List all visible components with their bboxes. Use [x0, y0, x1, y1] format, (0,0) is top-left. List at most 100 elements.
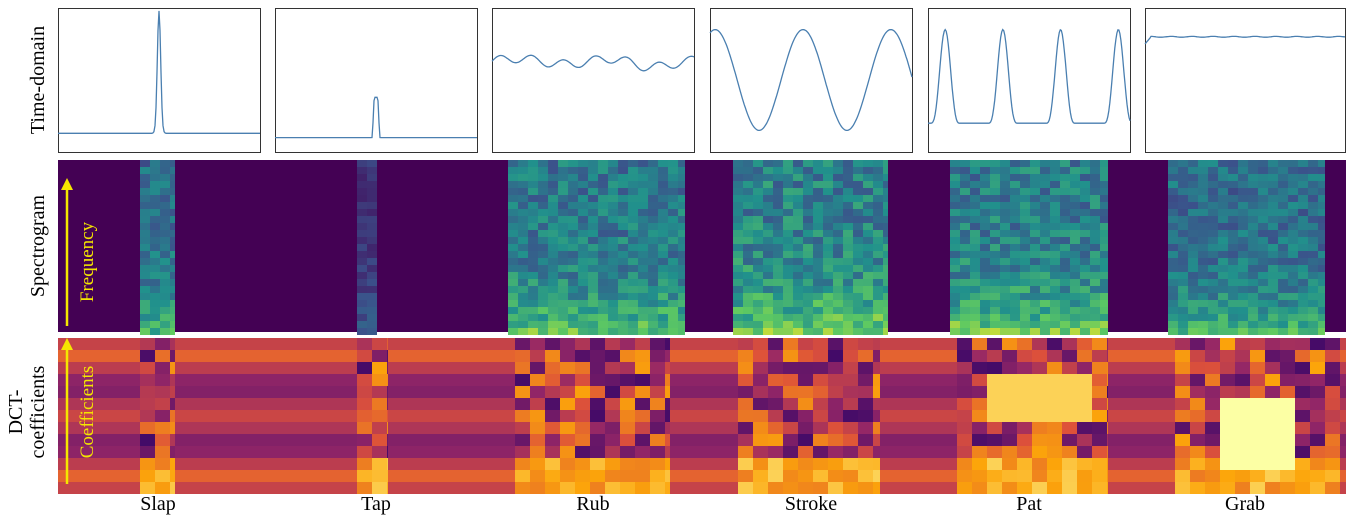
spectrogram-cell: [1070, 195, 1080, 202]
spectrogram-cell: [518, 321, 528, 328]
dct-cell: [530, 374, 545, 386]
spectrogram-cell: [1198, 188, 1208, 195]
dct-cell: [873, 386, 880, 398]
dct-cell: [387, 386, 388, 398]
spectrogram-cell: [170, 167, 175, 174]
spectrogram-cell: [733, 230, 743, 237]
spectrogram-cell: [648, 258, 658, 265]
spectrogram-cell: [833, 209, 843, 216]
spectrogram-cell: [1010, 216, 1020, 223]
spectrogram-cell: [1258, 167, 1268, 174]
dct-cell: [972, 434, 987, 446]
dct-cell: [650, 482, 665, 494]
spectrogram-cell: [1020, 181, 1030, 188]
spectrogram-cell: [743, 258, 753, 265]
spectrogram-cell: [763, 209, 773, 216]
spectrogram-cell: [823, 181, 833, 188]
spectrogram-cell: [833, 216, 843, 223]
spectrogram-cell: [773, 174, 783, 181]
spectrogram-cell: [140, 321, 150, 328]
spectrogram-cell: [1298, 293, 1308, 300]
waveform: [928, 28, 1131, 124]
spectrogram-cell: [873, 328, 883, 335]
spectrogram-cell: [743, 230, 753, 237]
dct-cell: [1047, 446, 1062, 458]
spectrogram-cell: [1318, 321, 1325, 328]
spectrogram-cell: [1208, 244, 1218, 251]
spectrogram-cell: [1228, 174, 1238, 181]
dct-cell: [1077, 338, 1092, 350]
dct-cell: [1280, 386, 1295, 398]
spectrogram-cell: [170, 195, 175, 202]
spectrogram-cell: [628, 300, 638, 307]
spectrogram-cell: [950, 293, 960, 300]
spectrogram-cell: [658, 216, 668, 223]
spectrogram-cell: [578, 286, 588, 293]
spectrogram-cell: [1248, 314, 1258, 321]
spectrogram-cell: [1218, 272, 1228, 279]
dct-cell: [1310, 410, 1325, 422]
spectrogram-cell: [618, 216, 628, 223]
spectrogram-cell: [873, 181, 883, 188]
spectrogram-cell: [1218, 181, 1228, 188]
spectrogram-cell: [568, 286, 578, 293]
spectrogram-cell: [1258, 188, 1268, 195]
spectrogram-cell: [883, 223, 888, 230]
spectrogram-cell: [883, 293, 888, 300]
dct-cell: [1190, 470, 1205, 482]
dct-cell: [1092, 410, 1107, 422]
spectrogram-cell: [1298, 174, 1308, 181]
spectrogram-cell: [508, 188, 518, 195]
spectrogram-cell: [813, 181, 823, 188]
spectrogram-cell: [568, 300, 578, 307]
spectrogram-cell: [528, 174, 538, 181]
dct-cell: [140, 338, 155, 350]
spectrogram-cell: [578, 300, 588, 307]
spectrogram-cell: [548, 293, 558, 300]
dct-cell: [1062, 362, 1077, 374]
spectrogram-cell: [367, 258, 377, 265]
dct-cell: [1002, 470, 1017, 482]
spectrogram-cell: [1080, 328, 1090, 335]
spectrogram-cell: [1070, 230, 1080, 237]
spectrogram-cell: [598, 293, 608, 300]
spectrogram-cell: [1268, 251, 1278, 258]
spectrogram-cell: [1238, 244, 1248, 251]
spectrogram-cell: [783, 216, 793, 223]
spectrogram-cell: [578, 251, 588, 258]
dct-cell: [957, 482, 972, 494]
spectrogram-cell: [578, 279, 588, 286]
spectrogram-cell: [1248, 223, 1258, 230]
spectrogram-cell: [170, 286, 175, 293]
spectrogram-cell: [588, 328, 598, 335]
spectrogram-cell: [990, 258, 1000, 265]
spectrogram-cell: [1060, 286, 1070, 293]
spectrogram-cell: [1218, 286, 1228, 293]
dct-cell: [575, 458, 590, 470]
spectrogram-cell: [678, 237, 685, 244]
spectrogram-cell: [678, 216, 685, 223]
spectrogram-cell: [568, 258, 578, 265]
spectrogram-cell: [990, 216, 1000, 223]
spectrogram-cell: [1238, 216, 1248, 223]
spectrogram-cell: [1268, 293, 1278, 300]
spectrogram-cell: [140, 174, 150, 181]
spectrogram-cell: [618, 181, 628, 188]
spectrogram-cell: [803, 223, 813, 230]
spectrogram-cell: [367, 167, 377, 174]
spectrogram-cell: [367, 195, 377, 202]
dct-cell: [1295, 434, 1310, 446]
spectrogram-cell: [753, 188, 763, 195]
spectrogram-cell: [608, 293, 618, 300]
spectrogram-cell: [763, 293, 773, 300]
spectrogram-cell: [658, 328, 668, 335]
spectrogram-cell: [598, 181, 608, 188]
spectrogram-cell: [1228, 160, 1238, 167]
spectrogram-cell: [538, 251, 548, 258]
spectrogram-cell: [357, 293, 367, 300]
spectrogram-cell: [1000, 251, 1010, 258]
dct-cell: [1325, 470, 1340, 482]
spectrogram-cell: [980, 251, 990, 258]
spectrogram-cell: [658, 209, 668, 216]
spectrogram-cell: [1298, 279, 1308, 286]
